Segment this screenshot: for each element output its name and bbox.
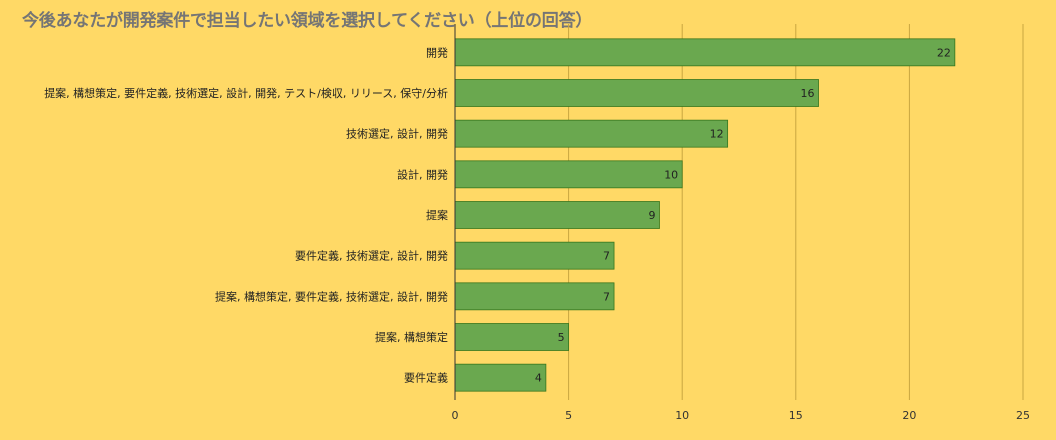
- x-tick-label: 10: [675, 409, 689, 422]
- bar: [454, 201, 660, 229]
- category-label: 提案: [426, 208, 448, 222]
- category-label: 提案, 構想策定, 要件定義, 技術選定, 設計, 開発, テスト/検収, リリ…: [44, 86, 448, 100]
- data-label: 10: [664, 168, 678, 181]
- x-tick-label: 20: [902, 409, 916, 422]
- x-tick-label: 0: [452, 409, 459, 422]
- category-label: 開発: [426, 45, 448, 59]
- category-label: 要件定義: [404, 371, 448, 385]
- category-label: 設計, 開発: [397, 167, 448, 181]
- data-label: 7: [603, 290, 610, 303]
- bar: [454, 79, 819, 107]
- data-label: 12: [710, 128, 724, 141]
- bar: [454, 241, 615, 270]
- bar: [454, 363, 547, 392]
- data-label: 7: [603, 250, 610, 263]
- data-label: 5: [558, 331, 565, 344]
- bar: [454, 119, 729, 148]
- data-label: 4: [535, 372, 542, 385]
- data-label: 9: [648, 209, 655, 222]
- x-tick-label: 5: [565, 409, 572, 422]
- data-label: 16: [801, 87, 815, 100]
- data-label: 22: [937, 46, 951, 59]
- bar: [454, 282, 615, 311]
- bar: [454, 38, 956, 67]
- bar: [454, 323, 569, 351]
- category-label: 技術選定, 設計, 開発: [346, 127, 448, 141]
- x-tick-label: 15: [789, 409, 803, 422]
- x-tick-label: 25: [1016, 409, 1030, 422]
- chart-title: 今後あなたが開発案件で担当したい領域を選択してください（上位の回答）: [22, 11, 593, 31]
- category-label: 提案, 構想策定, 要件定義, 技術選定, 設計, 開発: [215, 289, 448, 303]
- category-label: 提案, 構想策定: [375, 330, 448, 344]
- bar: [454, 160, 683, 189]
- category-label: 要件定義, 技術選定, 設計, 開発: [295, 249, 448, 263]
